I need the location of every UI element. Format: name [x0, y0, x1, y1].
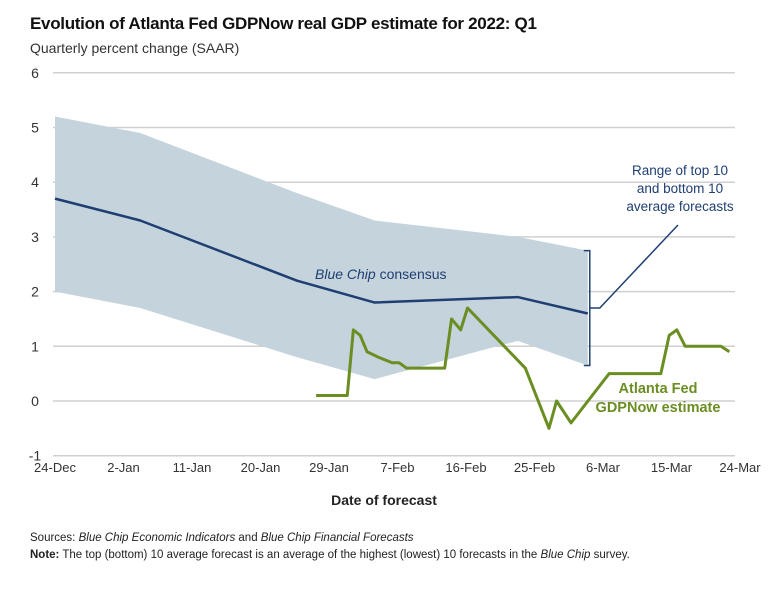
- x-tick-label: 24-Mar: [719, 460, 761, 475]
- x-tick-label: 7-Feb: [381, 460, 415, 475]
- x-tick-label: 20-Jan: [241, 460, 281, 475]
- chart-notes: Sources: Blue Chip Economic Indicators a…: [30, 530, 630, 564]
- x-tick-label: 29-Jan: [309, 460, 349, 475]
- band-label: Range of top 10: [632, 163, 728, 178]
- consensus-label: Blue Chip consensus: [315, 266, 447, 282]
- gdpnow-label: Atlanta Fed: [619, 381, 698, 397]
- band-label: and bottom 10: [637, 181, 723, 196]
- note-line: Note: The top (bottom) 10 average foreca…: [30, 547, 630, 564]
- source-b: Blue Chip Financial Forecasts: [260, 532, 414, 544]
- y-tick-label: 6: [31, 65, 39, 81]
- y-tick-label: -1: [29, 448, 42, 464]
- x-axis-label: Date of forecast: [331, 492, 437, 508]
- y-tick-label: 4: [31, 174, 39, 190]
- gdpnow-line: [316, 306, 731, 430]
- y-tick-label: 3: [31, 229, 39, 245]
- x-tick-label: 11-Jan: [173, 460, 212, 475]
- note-italic: Blue Chip: [540, 549, 591, 561]
- note-text: The top (bottom) 10 average forecast is …: [59, 549, 541, 561]
- x-tick-label: 2-Jan: [107, 460, 140, 475]
- sources-and: and: [235, 532, 261, 544]
- gdpnow-label: GDPNow estimate: [596, 400, 721, 416]
- x-tick-label: 25-Feb: [514, 460, 555, 475]
- y-tick-label: 0: [31, 393, 39, 409]
- note-label: Note:: [30, 549, 60, 561]
- chart-subtitle: Quarterly percent change (SAAR): [30, 40, 240, 56]
- x-tick-label: 15-Mar: [651, 460, 693, 475]
- y-tick-label: 1: [31, 338, 39, 354]
- band-label: average forecasts: [626, 199, 734, 214]
- sources-label: Sources:: [30, 532, 76, 544]
- x-tick-label: 24-Dec: [34, 460, 76, 475]
- sources-line: Sources: Blue Chip Economic Indicators a…: [30, 530, 630, 547]
- note-end: survey.: [590, 549, 630, 561]
- y-tick-label: 5: [31, 120, 39, 136]
- source-a: Blue Chip Economic Indicators: [78, 532, 236, 544]
- y-tick-label: 2: [31, 284, 39, 300]
- annotation-leader-line: [589, 224, 679, 309]
- x-tick-label: 16-Feb: [445, 460, 486, 475]
- consensus-line: [54, 197, 589, 315]
- range-band: [55, 116, 588, 380]
- x-tick-label: 6-Mar: [586, 460, 621, 475]
- chart-title: Evolution of Atlanta Fed GDPNow real GDP…: [30, 14, 537, 33]
